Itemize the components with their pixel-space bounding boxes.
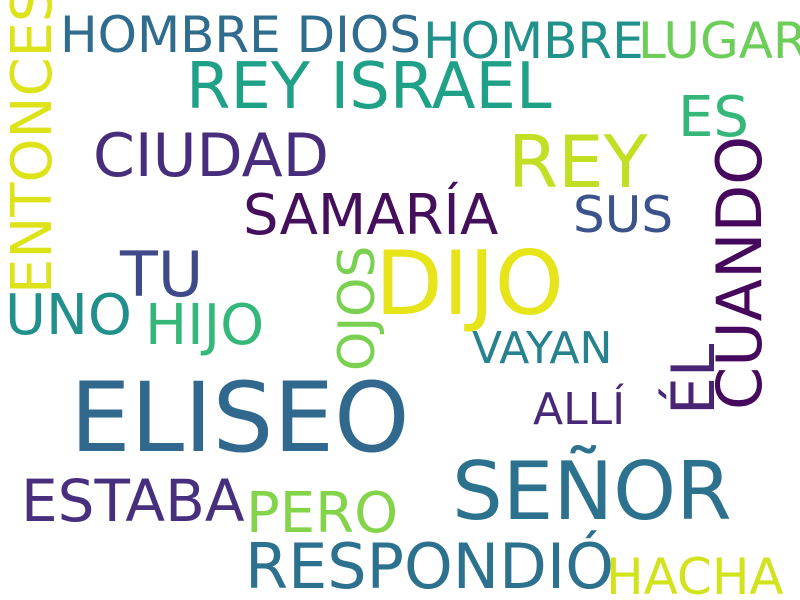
word-tu: TU — [120, 238, 204, 311]
word-entonces: ENTONCES — [0, 0, 65, 294]
word-senor: SEÑOR — [452, 445, 732, 538]
word-dijo: DIJO — [375, 232, 564, 335]
word-sus: SUS — [573, 186, 674, 244]
word-rey-israel: REY ISRAEL — [186, 50, 552, 124]
word-hijo: HIJO — [145, 293, 265, 358]
word-rey: REY — [508, 120, 648, 204]
word-vayan: VAYAN — [472, 323, 613, 374]
word-es: ES — [678, 85, 749, 150]
word-eliseo: ELISEO — [70, 362, 410, 474]
word-estaba: ESTABA — [21, 467, 245, 535]
word-hombre: HOMBRE — [423, 12, 644, 70]
word-uno: UNO — [5, 283, 132, 348]
word-lugar: LUGAR — [638, 12, 800, 70]
word-respondio: RESPONDIÓ — [245, 530, 615, 600]
word-hombre-dios: HOMBRE DIOS — [60, 6, 421, 64]
word-cuando: CUANDO — [703, 135, 776, 410]
word-hacha: HACHA — [606, 548, 784, 600]
word-ciudad: CIUDAD — [93, 121, 329, 191]
word-alli: ALLÍ — [533, 384, 626, 435]
word-pero: PERO — [246, 481, 399, 546]
word-samaria: SAMARÍA — [243, 183, 499, 248]
word-ojos: OJOS — [328, 245, 386, 371]
